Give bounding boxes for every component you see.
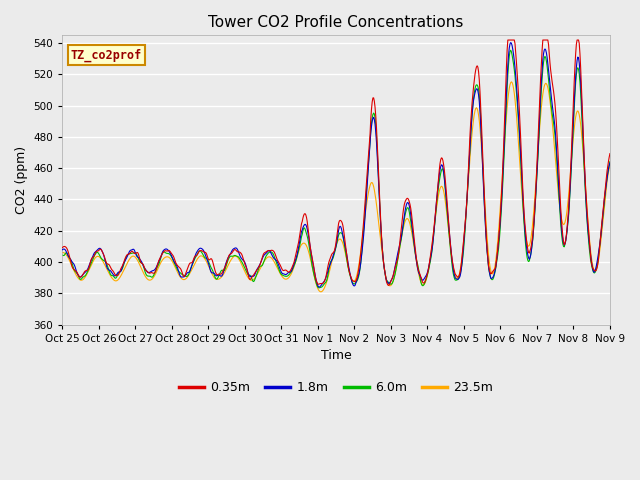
X-axis label: Time: Time: [321, 349, 351, 362]
Legend: 0.35m, 1.8m, 6.0m, 23.5m: 0.35m, 1.8m, 6.0m, 23.5m: [174, 376, 498, 399]
Title: Tower CO2 Profile Concentrations: Tower CO2 Profile Concentrations: [209, 15, 464, 30]
Y-axis label: CO2 (ppm): CO2 (ppm): [15, 146, 28, 214]
Text: TZ_co2prof: TZ_co2prof: [70, 48, 142, 61]
